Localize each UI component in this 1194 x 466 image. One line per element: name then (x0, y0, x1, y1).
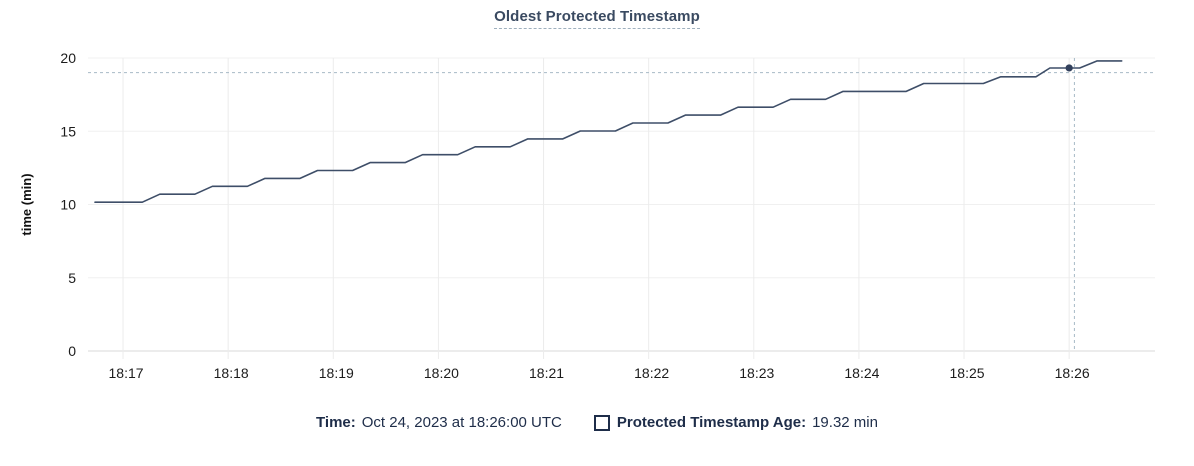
series-line (94, 60, 1123, 203)
legend-series-label: Protected Timestamp Age: (616, 414, 807, 431)
hover-point (1065, 64, 1073, 72)
x-tick-label: 18:24 (844, 365, 879, 381)
y-tick-label: 15 (60, 123, 76, 139)
x-tick-label: 18:26 (1055, 365, 1090, 381)
y-axis-title: time (min) (19, 173, 34, 235)
x-tick-label: 18:22 (634, 365, 669, 381)
y-tick-label: 0 (68, 343, 76, 359)
x-tick-label: 18:21 (529, 365, 564, 381)
y-tick-label: 5 (68, 270, 76, 286)
chart-header: Oldest Protected Timestamp (0, 8, 1194, 40)
x-tick-label: 18:19 (319, 365, 354, 381)
x-tick-label: 18:23 (739, 365, 774, 381)
legend-series-value: 19.32 min (812, 414, 878, 431)
y-tick-label: 10 (60, 197, 76, 213)
x-tick-label: 18:18 (214, 365, 249, 381)
legend-series-toggle[interactable]: Protected Timestamp Age: 19.32 min (593, 414, 878, 431)
chart-title[interactable]: Oldest Protected Timestamp (494, 8, 700, 29)
x-tick-label: 18:17 (109, 365, 144, 381)
y-tick-label: 20 (60, 50, 76, 66)
x-tick-label: 18:25 (950, 365, 985, 381)
hover-legend: Time: Oct 24, 2023 at 18:26:00 UTC Prote… (0, 414, 1194, 431)
legend-time-value: Oct 24, 2023 at 18:26:00 UTC (361, 414, 562, 431)
x-tick-label: 18:20 (424, 365, 459, 381)
legend-time: Time: Oct 24, 2023 at 18:26:00 UTC (316, 414, 562, 431)
timeseries-plot-area[interactable]: 0 5 10 15 20 18:17 18:18 18:19 18:20 18:21 18:22 18… (0, 40, 1194, 412)
series-checkbox-icon[interactable] (593, 414, 610, 431)
legend-time-label: Time: (316, 414, 356, 431)
